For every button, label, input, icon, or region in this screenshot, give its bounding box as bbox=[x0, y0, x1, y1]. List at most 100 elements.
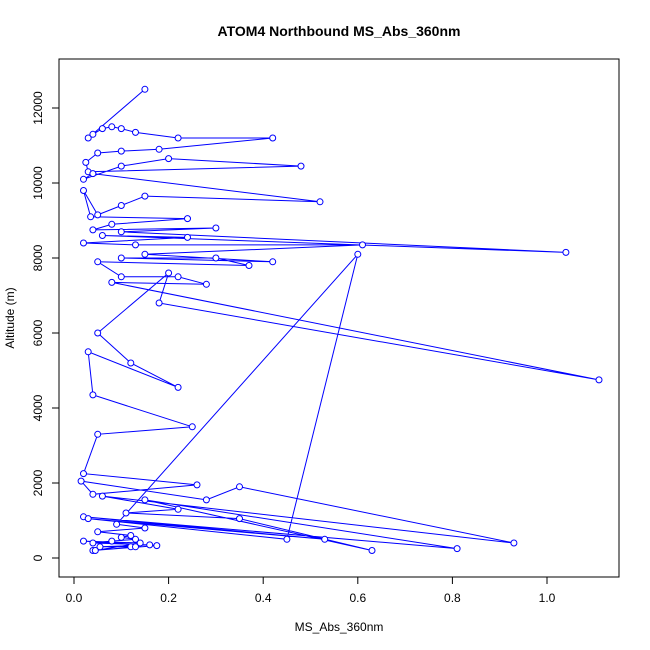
data-point bbox=[453, 545, 461, 553]
data-point bbox=[269, 258, 277, 266]
x-tick-label: 0.2 bbox=[160, 591, 177, 605]
data-point bbox=[94, 430, 102, 438]
data-point bbox=[146, 541, 154, 549]
data-point bbox=[89, 391, 97, 399]
data-point bbox=[108, 537, 116, 545]
y-tick-label: 10000 bbox=[31, 166, 45, 200]
y-tick-label: 0 bbox=[31, 554, 45, 561]
data-point bbox=[132, 535, 139, 543]
data-point bbox=[127, 359, 135, 367]
x-axis-label: MS_Abs_360nm bbox=[295, 620, 384, 634]
data-point bbox=[80, 239, 87, 247]
data-point bbox=[562, 248, 570, 256]
data-point bbox=[184, 215, 191, 223]
data-point bbox=[80, 537, 87, 545]
data-point bbox=[117, 273, 125, 281]
y-tick-label: 2000 bbox=[31, 469, 45, 496]
data-point bbox=[297, 162, 305, 170]
data-point bbox=[132, 128, 139, 136]
series-lines bbox=[79, 88, 600, 551]
data-point bbox=[117, 533, 125, 541]
data-point bbox=[89, 539, 97, 547]
series-line bbox=[79, 88, 600, 551]
data-point bbox=[80, 470, 87, 478]
data-point bbox=[202, 280, 210, 288]
data-point bbox=[94, 258, 102, 266]
data-point bbox=[117, 202, 125, 209]
data-point bbox=[269, 134, 277, 142]
x-tick-label: 0.8 bbox=[444, 591, 461, 605]
data-point bbox=[595, 376, 603, 384]
data-point bbox=[89, 170, 97, 178]
data-point bbox=[141, 496, 149, 504]
data-point bbox=[153, 542, 161, 550]
y-axis-label: Altitude (m) bbox=[3, 287, 17, 348]
data-point bbox=[321, 535, 329, 543]
data-point bbox=[141, 85, 149, 93]
data-point bbox=[165, 155, 173, 163]
data-point bbox=[245, 262, 253, 269]
data-point bbox=[117, 125, 125, 133]
y-tick-label: 12000 bbox=[31, 91, 45, 125]
y-tick-label: 4000 bbox=[31, 394, 45, 421]
data-point bbox=[84, 134, 92, 142]
data-point bbox=[113, 520, 121, 528]
data-point bbox=[98, 492, 106, 500]
data-point bbox=[132, 241, 139, 249]
y-tick-label: 6000 bbox=[31, 319, 45, 346]
data-point bbox=[165, 269, 173, 277]
data-point bbox=[141, 524, 149, 532]
series-points bbox=[77, 85, 603, 554]
data-point bbox=[174, 383, 182, 391]
data-point bbox=[89, 130, 97, 138]
data-point bbox=[283, 535, 291, 543]
data-point bbox=[354, 250, 362, 258]
data-point bbox=[77, 477, 85, 485]
data-point bbox=[117, 162, 125, 170]
data-point bbox=[510, 539, 518, 547]
data-point bbox=[84, 515, 92, 523]
data-point bbox=[91, 547, 99, 554]
data-point bbox=[174, 134, 182, 142]
x-tick-label: 0.6 bbox=[349, 591, 366, 605]
data-point bbox=[122, 509, 130, 517]
x-tick-label: 0.4 bbox=[255, 591, 272, 605]
data-point bbox=[108, 220, 116, 228]
data-point bbox=[155, 299, 163, 307]
data-point bbox=[188, 423, 196, 431]
data-point bbox=[98, 232, 106, 239]
data-point bbox=[316, 198, 324, 206]
data-point bbox=[94, 329, 102, 337]
y-tick-label: 8000 bbox=[31, 244, 45, 271]
chart-title: ATOM4 Northbound MS_Abs_360nm bbox=[218, 23, 461, 39]
x-tick-label: 0.0 bbox=[66, 591, 83, 605]
data-point bbox=[174, 505, 182, 513]
data-point bbox=[236, 483, 243, 491]
data-point bbox=[155, 145, 163, 153]
data-point bbox=[87, 213, 95, 221]
data-point bbox=[141, 192, 149, 200]
data-point bbox=[108, 278, 116, 286]
data-point bbox=[84, 348, 92, 356]
y-axis: 0 2000 4000 6000 8000 10000 12000 bbox=[31, 91, 60, 561]
data-point bbox=[202, 496, 210, 504]
data-point bbox=[132, 543, 139, 551]
data-point bbox=[117, 228, 125, 236]
data-point bbox=[236, 515, 243, 523]
data-point bbox=[108, 123, 116, 131]
data-point bbox=[359, 241, 366, 249]
data-point bbox=[136, 539, 144, 547]
data-point bbox=[193, 481, 201, 489]
data-point bbox=[368, 547, 376, 554]
data-point bbox=[82, 158, 90, 166]
data-point bbox=[89, 226, 97, 234]
data-point bbox=[98, 125, 106, 133]
data-point bbox=[94, 149, 102, 157]
data-point bbox=[80, 175, 87, 183]
data-point bbox=[94, 528, 102, 536]
data-point bbox=[94, 211, 102, 219]
data-point bbox=[141, 250, 149, 258]
data-point bbox=[174, 273, 182, 281]
data-point bbox=[80, 187, 87, 194]
data-point bbox=[117, 147, 125, 155]
